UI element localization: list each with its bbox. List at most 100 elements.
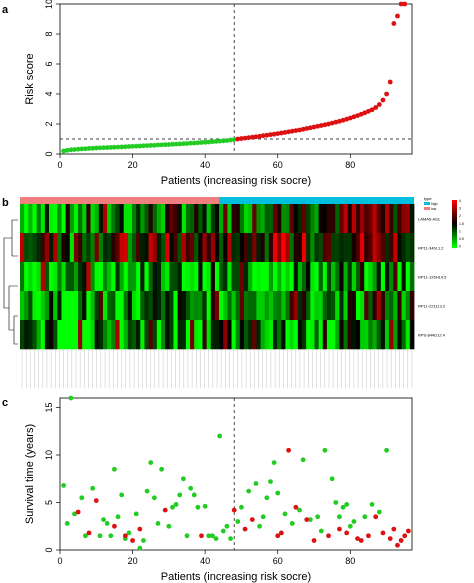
heatmap-cell [335, 291, 340, 321]
heatmap-cell [405, 262, 411, 292]
panel-a-x-label: Patients (increasing risk socre) [161, 175, 311, 187]
a-point-high [257, 133, 262, 139]
heatmap-cell [260, 291, 266, 321]
a-point-high [300, 126, 306, 132]
heatmap-cell [94, 204, 100, 234]
heatmap-row-label: RPS-844D12.4 [418, 333, 446, 338]
a-point-high [260, 133, 266, 139]
panel-c-points [61, 395, 411, 551]
heatmap-cell [368, 204, 373, 234]
a-point-high [286, 129, 292, 135]
heatmap-cell [264, 291, 270, 321]
a-point-low [184, 141, 190, 146]
heatmap-cell [94, 291, 100, 321]
heatmap-cell [20, 291, 25, 321]
c-point-alive [213, 536, 219, 541]
heatmap-cell [289, 320, 295, 350]
heatmap-cell [131, 262, 137, 292]
heatmap-row-label: RP11-346L1.2 [418, 246, 444, 251]
heatmap-cell [152, 233, 158, 263]
heatmap-cell [277, 204, 282, 234]
c-point-dead [373, 514, 379, 520]
a-point-high [398, 1, 404, 7]
heatmap-cell [252, 233, 257, 263]
c-point-dead [355, 536, 360, 541]
heatmap-cell [393, 204, 398, 234]
heatmap-cell [190, 204, 195, 234]
heatmap-cell [231, 204, 237, 234]
heatmap-cell [136, 291, 141, 321]
a-point-low [97, 145, 103, 151]
heatmap-cell [57, 291, 62, 321]
heatmap-cell [36, 262, 42, 292]
heatmap-cell [380, 320, 386, 350]
heatmap-cell [248, 291, 253, 321]
a-point-low [86, 146, 92, 151]
heatmap-cell [260, 320, 266, 350]
heatmap-cell [231, 320, 237, 350]
color-key-segment [452, 208, 457, 211]
heatmap-cell [397, 204, 402, 234]
a-point-high [246, 135, 252, 141]
panel-a-label: a [2, 4, 9, 16]
heatmap-cell [306, 291, 311, 321]
heatmap-cell [86, 262, 91, 292]
x-tick-label: 20 [128, 160, 138, 170]
heatmap-cell [69, 291, 75, 321]
heatmap-cell [401, 291, 407, 321]
heatmap-cell [401, 233, 407, 263]
a-point-high [235, 136, 241, 142]
c-point-alive [188, 485, 194, 491]
legend-type-title: type [424, 196, 432, 201]
heatmap-cell [61, 204, 67, 234]
color-key-segment [452, 200, 457, 203]
legend-type-low: low [431, 207, 437, 211]
heatmap-cell [401, 320, 407, 350]
a-point-low [217, 138, 223, 144]
panel-b-dendrogram [3, 219, 18, 345]
heatmap-cell [194, 320, 199, 350]
heatmap-cell [20, 262, 25, 292]
legend-type-high: high [431, 202, 438, 206]
a-point-low [68, 147, 74, 153]
a-point-high [366, 108, 371, 114]
heatmap-cell [144, 204, 149, 234]
heatmap-cell [285, 320, 290, 350]
c-point-alive [228, 536, 233, 541]
heatmap-cell [223, 204, 228, 234]
heatmap-cell [214, 233, 220, 263]
color-key-segment [452, 230, 457, 233]
panel-c-x-axis: 0 20 40 60 80 [57, 550, 355, 566]
color-key-segment [452, 220, 457, 223]
a-point-high [369, 107, 375, 113]
a-point-high [322, 122, 328, 128]
panel-a-y-axis: 0 2 4 6 8 10 [44, 0, 60, 157]
heatmap-cell [223, 233, 228, 263]
heatmap-cell [248, 262, 253, 292]
c-point-dead [344, 530, 350, 536]
a-point-low [75, 146, 81, 152]
heatmap-cell [165, 262, 170, 292]
c-point-alive [315, 514, 321, 520]
c-point-dead [75, 509, 81, 515]
heatmap-cell [161, 233, 166, 263]
a-point-high [264, 132, 270, 138]
heatmap-cell [235, 262, 241, 292]
heatmap-cell [389, 320, 394, 350]
heatmap-cell [40, 233, 46, 263]
heatmap-cell [326, 204, 332, 234]
heatmap-cell [206, 320, 212, 350]
heatmap-cell [86, 291, 91, 321]
heatmap-cell [252, 204, 257, 234]
heatmap-cell [322, 291, 328, 321]
heatmap-cell [335, 320, 340, 350]
heatmap-cell [380, 204, 386, 234]
c-point-dead [304, 517, 310, 522]
c-point-alive [141, 538, 146, 543]
c-point-alive [166, 523, 172, 529]
c-point-dead [391, 526, 397, 532]
heatmap-cell [364, 320, 369, 350]
heatmap-cell [297, 320, 303, 350]
heatmap-cell [144, 262, 149, 292]
heatmap-cell [156, 320, 162, 350]
